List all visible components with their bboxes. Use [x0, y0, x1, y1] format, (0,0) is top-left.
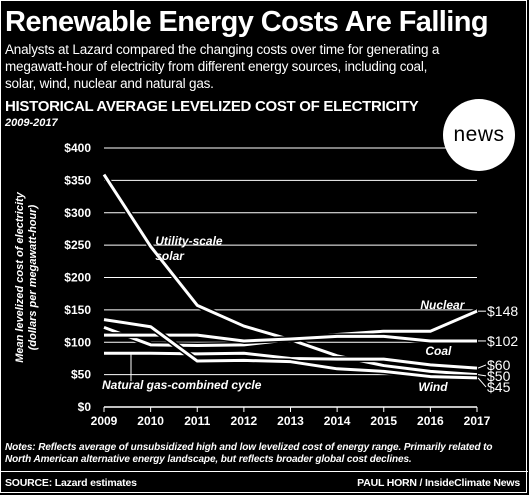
y-tick-label: $200: [64, 271, 91, 285]
x-tick-label: 2016: [417, 414, 444, 428]
series-lines: [101, 172, 479, 381]
series-line: [104, 351, 478, 370]
x-tick-label: 2009: [91, 414, 118, 428]
end-value-label: $50: [487, 368, 511, 384]
news-logo: news: [443, 99, 515, 171]
chart-title: HISTORICAL AVERAGE LEVELIZED COST OF ELE…: [5, 98, 419, 115]
y-tick-label: $350: [64, 173, 91, 187]
x-tick-label: 2017: [464, 414, 491, 428]
y-tick-label: $0: [78, 400, 92, 414]
logo-text: news: [453, 123, 505, 146]
y-tick-label: $250: [64, 238, 91, 252]
author-credit: PAUL HORN / InsideClimate News: [357, 477, 520, 489]
chart-notes: Notes: Reflects average of unsubsidized …: [5, 442, 493, 465]
end-label-leader: [477, 377, 487, 388]
y-tick-label: $150: [64, 303, 91, 317]
series-line: [103, 318, 478, 380]
source-credit: SOURCE: Lazard estimates: [5, 477, 137, 489]
x-tick-label: 2014: [324, 414, 351, 428]
end-value-label: $60: [487, 357, 511, 373]
x-tick-label: 2012: [231, 414, 258, 428]
end-value-label: $45: [487, 379, 511, 395]
y-axis: $0 $50 $100 $150 $200 $250 $300 $350 $400: [64, 141, 91, 414]
x-tick-label: 2011: [184, 414, 210, 428]
page-subtitle: Analysts at Lazard compared the changing…: [5, 42, 440, 91]
series-name-label: solar: [155, 249, 185, 263]
end-value-label: $148: [487, 303, 518, 319]
series-name-label: Natural gas-combined cycle: [102, 378, 262, 392]
end-label-leader: [477, 374, 487, 377]
series-name-label: Nuclear: [420, 298, 465, 312]
series-name-label: Wind: [418, 380, 448, 394]
end-label-leader: [477, 364, 487, 369]
y-tick-label: $400: [64, 141, 91, 155]
series-name-label: Coal: [425, 344, 452, 358]
y-axis-label-units: (dollars per megawatt-hour): [27, 204, 39, 350]
x-axis: 2009 2010 2011 2012 2013 2014 2015 2016 2017: [91, 407, 491, 428]
y-tick-label: $100: [64, 335, 91, 349]
y-tick-label: $50: [71, 368, 91, 382]
footer-divider: [1, 471, 528, 472]
end-value-label: $102: [487, 333, 518, 349]
y-tick-label: $300: [64, 206, 91, 220]
x-tick-label: 2015: [370, 414, 397, 428]
y-axis-label: Mean levelized cost of electricity: [14, 191, 26, 362]
x-tick-label: 2010: [137, 414, 164, 428]
page-title: Renewable Energy Costs Are Falling: [5, 6, 489, 38]
series-name-label: Utility-scale: [155, 234, 223, 248]
chart-subtitle: 2009-2017: [5, 117, 58, 129]
x-tick-label: 2013: [277, 414, 304, 428]
line-chart: $0$50$100$150$200$250$300$350$400 2009 20…: [14, 141, 518, 428]
